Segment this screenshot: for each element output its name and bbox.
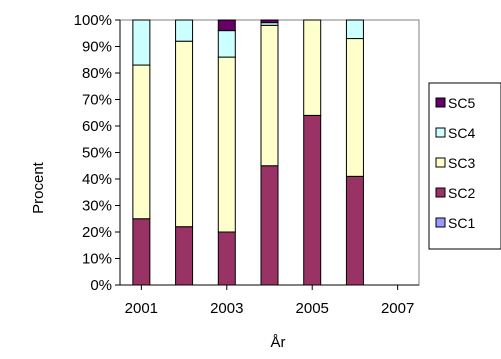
bar-sc4-2001 [132,19,151,66]
bar-sc2-2005 [303,114,322,286]
legend-label-sc1: SC1 [448,215,475,231]
x-tick-label: 2003 [210,300,243,317]
y-tick-label: 100% [74,12,112,29]
bar-sc3-2001 [132,64,151,220]
bar-sc2-2003 [217,231,236,286]
legend-swatch-sc4 [435,127,446,138]
bar-sc3-2006 [345,38,364,177]
bar-sc3-2003 [217,56,236,233]
x-tick-label: 2005 [296,300,329,317]
bar-sc2-2001 [132,218,151,286]
bar-sc3-2005 [303,19,322,116]
y-tick-label: 0% [90,277,112,294]
bar-sc5-2004 [260,19,279,24]
x-axis: 2001 2003 2005 2007 [120,284,419,317]
y-tick-label: 80% [82,65,112,82]
x-tick-label: 2007 [381,300,414,317]
y-tick-label: 20% [82,224,112,241]
y-axis: 0% 10% 20% 30% 40% 50% 60% 70% 80% 90% 100% [74,12,121,294]
bar-sc2-2006 [345,175,364,286]
bar-sc4-2002 [175,19,194,42]
y-tick-label: 40% [82,171,112,188]
y-axis-title: Procent [30,161,47,214]
y-tick-label: 90% [82,39,112,56]
x-axis-title: År [271,334,286,351]
legend-label-sc3: SC3 [448,155,475,171]
y-tick-label: 30% [82,198,112,215]
legend-swatch-sc1 [435,217,446,228]
legend-label-sc2: SC2 [448,185,475,201]
bar-sc4-2006 [345,19,364,40]
legend-swatch-sc5 [435,97,446,108]
bar-sc2-2004 [260,165,279,286]
legend: SC5 SC4 SC3 SC2 SC1 [428,82,501,250]
bar-sc4-2003 [217,30,236,58]
y-tick-label: 50% [82,145,112,162]
bar-sc2-2002 [175,226,194,286]
legend-label-sc5: SC5 [448,95,475,111]
x-tick-label: 2001 [125,300,158,317]
plot-area [119,19,420,286]
legend-swatch-sc3 [435,157,446,168]
y-tick-label: 10% [82,251,112,268]
bar-sc3-2004 [260,24,279,167]
legend-label-sc4: SC4 [448,125,475,141]
y-tick-label: 70% [82,92,112,109]
bar-sc3-2002 [175,40,194,228]
y-tick-label: 60% [82,118,112,135]
bar-sc5-2003 [217,19,236,32]
legend-swatch-sc2 [435,187,446,198]
